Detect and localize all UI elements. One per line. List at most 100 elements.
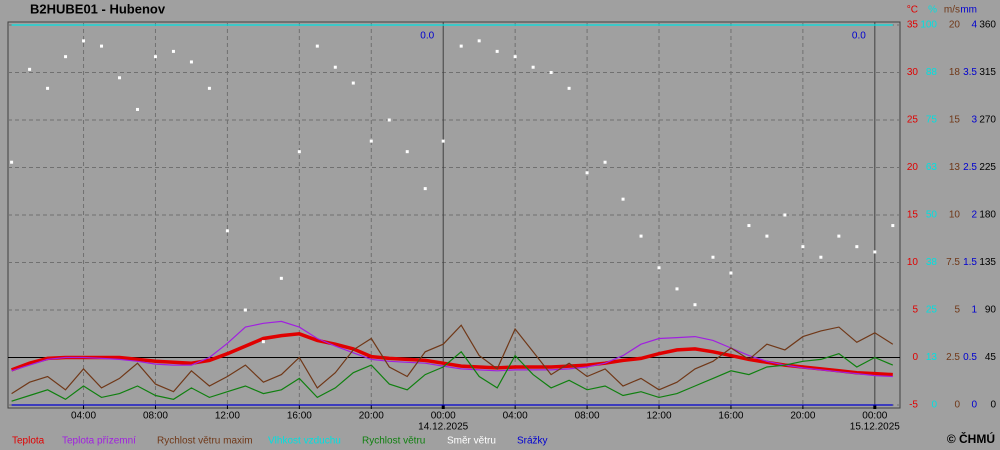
y-tick-label: 35 — [907, 20, 919, 31]
y-tick-label: 0 — [931, 400, 937, 411]
wind-direction-dot — [171, 49, 175, 53]
legend-label: Směr větru — [447, 436, 496, 447]
wind-direction-dot — [28, 67, 32, 71]
axis-unit: °C — [907, 5, 918, 16]
x-tick-label: 20:00 — [359, 411, 384, 422]
series-line — [10, 332, 893, 377]
legend-label: Teplota — [12, 436, 45, 447]
wind-direction-dot — [567, 86, 571, 90]
axis-unit: % — [928, 5, 937, 16]
wind-direction-dot — [153, 55, 157, 59]
y-tick-label: 360 — [979, 20, 996, 31]
legend-label: Teplota přízemní — [62, 436, 136, 447]
wind-direction-dot — [495, 49, 499, 53]
wind-direction-dot — [513, 55, 517, 59]
wind-direction-dot — [315, 44, 319, 48]
wind-direction-dot — [693, 303, 697, 307]
wind-direction-dot — [891, 224, 895, 228]
y-tick-label: 18 — [949, 67, 961, 78]
wind-direction-dot — [64, 55, 68, 59]
x-tick-label: 12:00 — [215, 411, 240, 422]
y-tick-label: 25 — [926, 305, 938, 316]
y-tick-label: 2 — [971, 210, 977, 221]
wind-direction-dot — [657, 266, 661, 270]
wind-direction-dot — [135, 107, 139, 111]
y-tick-label: 0 — [912, 352, 918, 363]
wind-direction-dot — [297, 150, 301, 154]
series-line — [11, 320, 893, 378]
x-tick-label: 04:00 — [503, 411, 528, 422]
y-tick-label: 225 — [979, 162, 996, 173]
wind-direction-dot — [333, 65, 337, 69]
y-tick-label: 5 — [912, 305, 918, 316]
x-tick-label: 16:00 — [287, 411, 312, 422]
y-tick-label: 13 — [949, 162, 961, 173]
axis-unit: m/s — [944, 5, 960, 16]
wind-direction-dot — [100, 44, 104, 48]
date-label: 14.12.2025 — [418, 422, 468, 433]
y-tick-label: 30 — [907, 67, 919, 78]
wind-direction-dot — [801, 245, 805, 249]
y-tick-label: 270 — [979, 115, 996, 126]
wind-direction-dot — [369, 139, 373, 143]
y-tick-label: 180 — [979, 210, 996, 221]
x-tick-label: 20:00 — [790, 411, 815, 422]
y-tick-label: 0.5 — [963, 352, 977, 363]
y-tick-label: 3 — [971, 115, 977, 126]
legend-label: Rychlost větru — [362, 436, 425, 447]
wind-direction-dot — [837, 234, 841, 238]
y-tick-label: 15 — [949, 115, 961, 126]
wind-direction-dot — [783, 213, 787, 217]
wind-direction-dot — [118, 76, 121, 80]
y-tick-label: 100 — [920, 20, 937, 31]
wind-direction-dot — [225, 229, 229, 233]
legend-label: Srážky — [517, 436, 548, 447]
wind-direction-dot — [729, 271, 733, 275]
legend-label: Rychlost větru maxim — [157, 436, 253, 447]
wind-direction-dot — [585, 171, 589, 175]
y-tick-label: -5 — [909, 400, 918, 411]
y-tick-label: 10 — [907, 257, 919, 268]
wind-direction-dot — [819, 255, 823, 259]
wind-direction-dot — [441, 139, 445, 143]
wind-direction-dot — [405, 150, 409, 154]
y-tick-label: 88 — [926, 67, 938, 78]
wind-direction-dot — [82, 39, 86, 43]
precip-total: 0.0 — [852, 31, 866, 42]
y-tick-label: 75 — [926, 115, 938, 126]
y-tick-label: 0 — [971, 400, 977, 411]
y-tick-label: 135 — [979, 257, 996, 268]
y-tick-label: 63 — [926, 162, 938, 173]
wind-direction-dot — [189, 60, 193, 64]
series-line — [11, 350, 894, 402]
y-tick-label: 1 — [971, 305, 977, 316]
wind-direction-dot — [675, 287, 679, 291]
wind-direction-dot — [621, 197, 625, 201]
wind-direction-dot — [387, 118, 391, 122]
y-tick-label: 15 — [907, 210, 919, 221]
y-tick-label: 13 — [926, 352, 938, 363]
y-tick-label: 20 — [907, 162, 919, 173]
y-tick-label: 25 — [907, 115, 919, 126]
wind-direction-dot — [531, 65, 535, 69]
y-tick-label: 315 — [979, 67, 996, 78]
footer: © ČHMÚ — [947, 431, 995, 446]
y-tick-label: 4 — [971, 20, 977, 31]
date-label: 15.12.2025 — [850, 422, 900, 433]
y-tick-label: 3.5 — [963, 67, 977, 78]
wind-direction-dot — [46, 86, 50, 90]
x-tick-label: 00:00 — [862, 411, 887, 422]
wind-direction-dot — [711, 255, 715, 259]
wind-direction-dot — [261, 340, 265, 344]
y-tick-label: 45 — [985, 352, 997, 363]
wind-direction-dot — [639, 234, 643, 238]
wind-direction-dot — [10, 160, 14, 164]
x-tick-label: 16:00 — [718, 411, 743, 422]
x-tick-label: 08:00 — [575, 411, 600, 422]
y-tick-label: 5 — [954, 305, 960, 316]
legend-label: Vlhkost vzduchu — [268, 436, 341, 447]
y-tick-label: 38 — [926, 257, 938, 268]
wind-direction-dot — [747, 224, 751, 228]
axis-unit: mm — [960, 5, 977, 16]
